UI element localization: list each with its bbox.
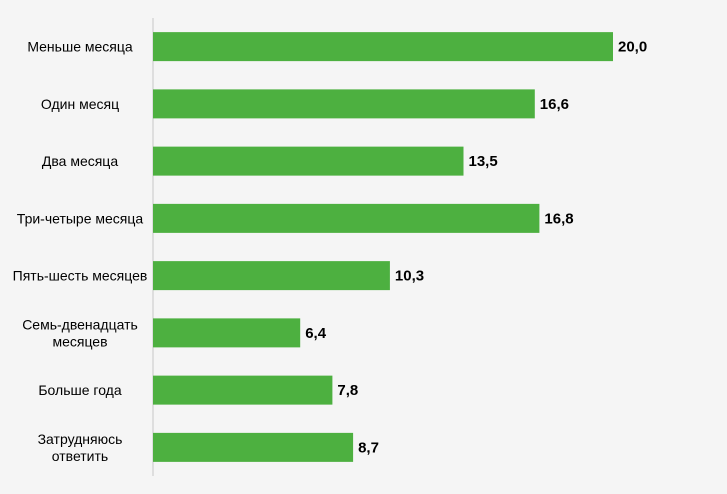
value-label: 13,5 bbox=[469, 153, 498, 170]
bar bbox=[153, 261, 390, 291]
bar bbox=[153, 32, 613, 62]
category-label-line: Больше года bbox=[38, 382, 121, 398]
value-label: 16,8 bbox=[544, 210, 573, 227]
bar bbox=[153, 146, 464, 176]
category-label: Затрудняюсь ответить bbox=[38, 431, 123, 464]
category-label: Семь-двенадцать месяцев bbox=[22, 316, 138, 349]
category-label: Больше года bbox=[38, 382, 121, 398]
value-label: 8,7 bbox=[358, 439, 379, 456]
value-label-group: 20,0 16,6 13,5 16,8 10,3 6,4 7,8 8,7 bbox=[305, 39, 647, 457]
category-label: Три-четыре месяца bbox=[17, 210, 144, 226]
bar-group bbox=[153, 32, 613, 462]
category-label-line: Пять-шесть месяцев bbox=[13, 268, 148, 284]
category-label-group: Меньше месяца Один месяц Два месяца Три-чет… bbox=[13, 39, 148, 464]
category-label-line: месяцев bbox=[52, 333, 107, 349]
bar bbox=[153, 432, 354, 462]
value-label: 10,3 bbox=[395, 268, 424, 285]
category-label: Два месяца bbox=[42, 153, 118, 169]
category-label: Пять-шесть месяцев bbox=[13, 268, 148, 284]
value-label: 16,6 bbox=[540, 96, 569, 113]
bar bbox=[153, 318, 301, 348]
bar bbox=[153, 203, 540, 233]
value-label: 6,4 bbox=[305, 325, 327, 342]
value-label: 7,8 bbox=[337, 382, 358, 399]
category-label-line: Меньше месяца bbox=[27, 39, 133, 55]
category-label-line: Один месяц bbox=[41, 96, 119, 112]
value-label: 20,0 bbox=[618, 39, 647, 56]
category-label-line: Затрудняюсь bbox=[38, 431, 123, 447]
category-label-line: Три-четыре месяца bbox=[17, 210, 144, 226]
category-label: Меньше месяца bbox=[27, 39, 133, 55]
category-label: Один месяц bbox=[41, 96, 119, 112]
category-label-line: Два месяца bbox=[42, 153, 118, 169]
category-label-line: ответить bbox=[52, 448, 108, 464]
bar bbox=[153, 375, 333, 405]
bar bbox=[153, 89, 535, 119]
category-label-line: Семь-двенадцать bbox=[22, 316, 138, 332]
